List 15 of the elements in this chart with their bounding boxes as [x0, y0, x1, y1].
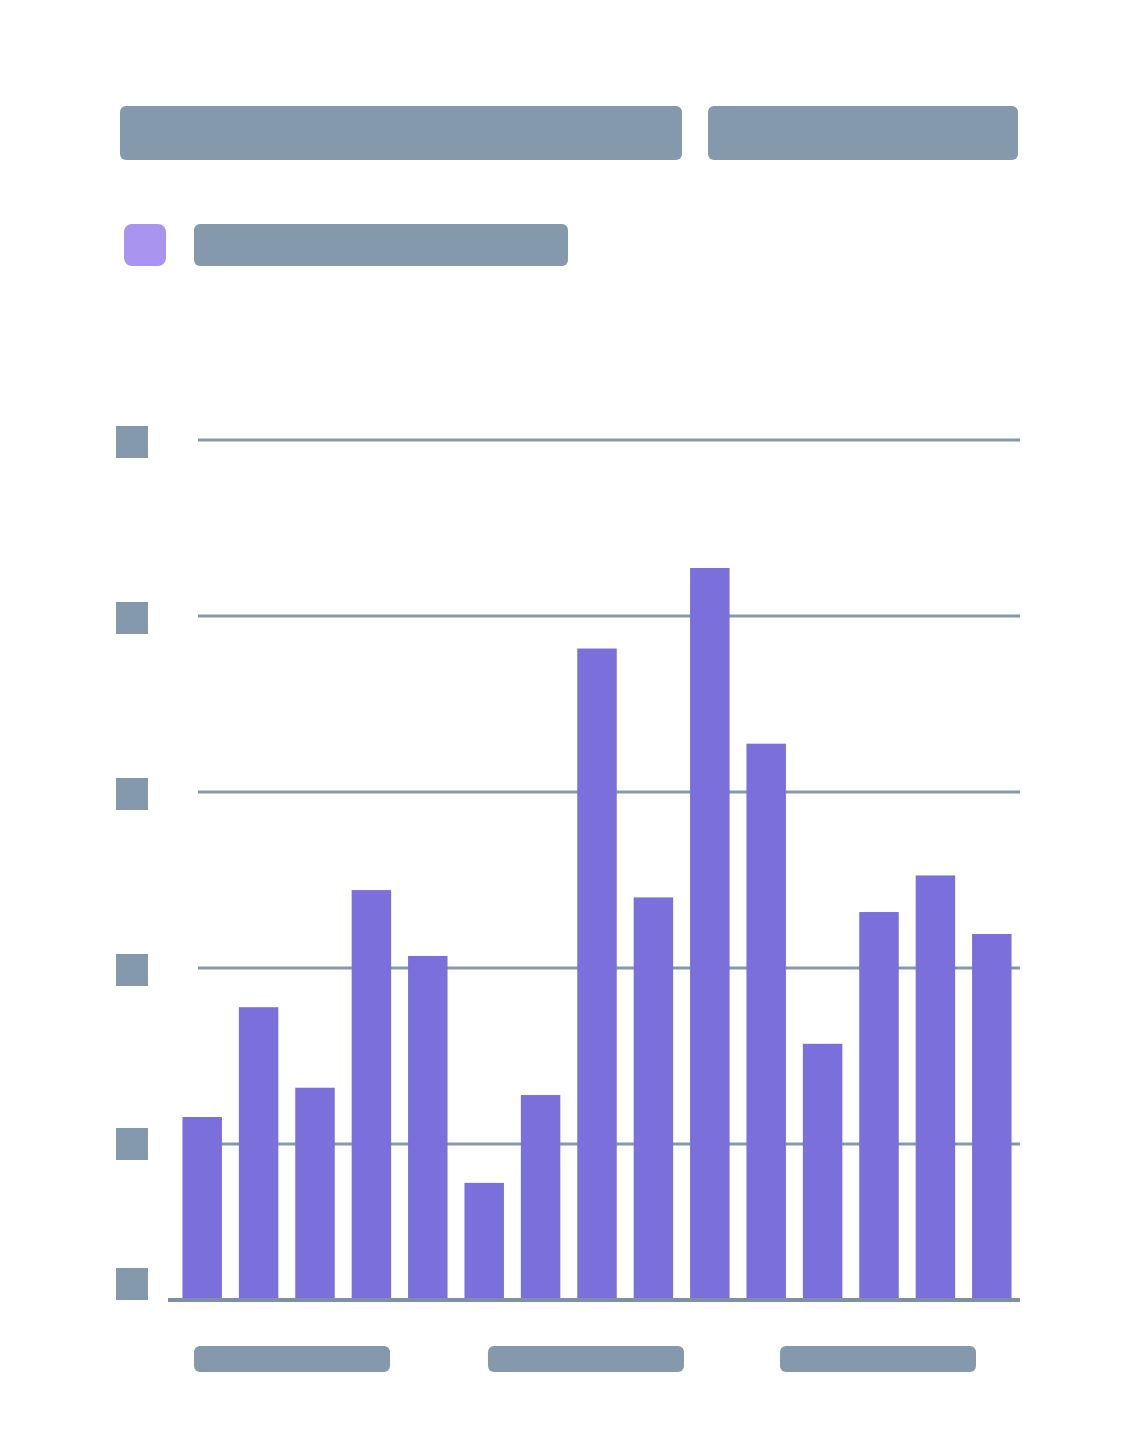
bar: [690, 568, 730, 1300]
bar: [408, 955, 448, 1300]
bar: [182, 1117, 222, 1300]
bar: [633, 897, 674, 1300]
bar: [295, 1087, 335, 1300]
bar: [520, 1095, 561, 1300]
bar: [746, 743, 786, 1300]
bar: [915, 875, 956, 1300]
bar: [351, 890, 392, 1300]
bar: [464, 1182, 504, 1300]
bar: [238, 1007, 279, 1300]
bar: [577, 648, 617, 1300]
bar: [859, 912, 899, 1300]
bar: [972, 934, 1012, 1300]
bar: [802, 1043, 843, 1300]
